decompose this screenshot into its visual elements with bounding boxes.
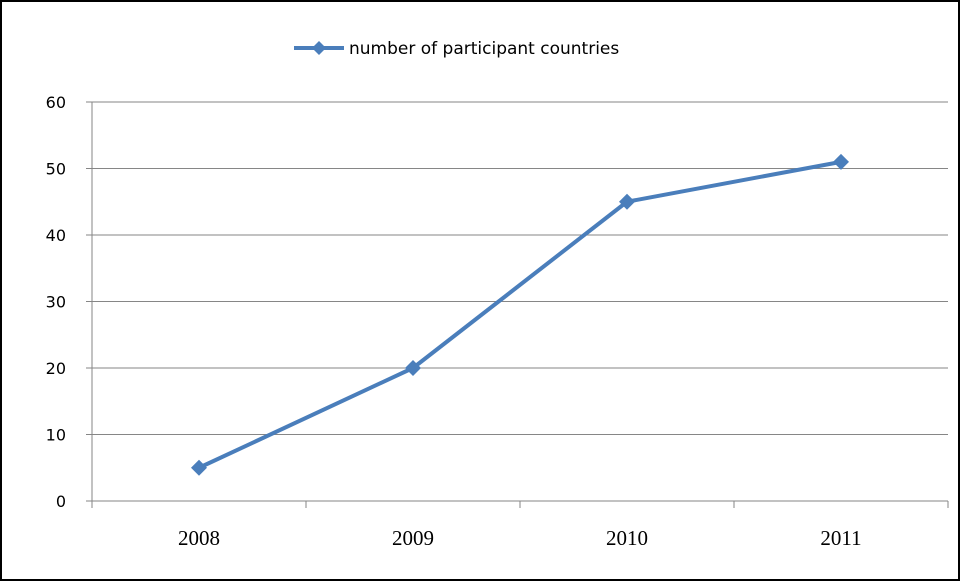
y-tick-label: 50 — [46, 160, 66, 179]
x-axis-tick-labels: 2008 2009 2010 2011 — [178, 526, 862, 550]
axes — [86, 101, 949, 508]
x-tick-label: 2011 — [820, 526, 861, 550]
legend: number of participant countries — [294, 39, 619, 59]
legend-diamond-marker — [312, 41, 326, 55]
data-point-2009 — [405, 360, 421, 376]
x-tick-label: 2010 — [606, 526, 648, 550]
y-axis-tick-labels: 0 10 20 30 40 50 60 — [46, 93, 66, 511]
x-tick-label: 2009 — [392, 526, 434, 550]
y-tick-label: 20 — [46, 359, 66, 378]
y-tick-label: 60 — [46, 93, 66, 112]
series-line — [197, 159, 843, 470]
y-tick-label: 10 — [46, 426, 66, 445]
y-tick-label: 0 — [56, 492, 66, 511]
gridlines — [92, 101, 948, 435]
y-tick-label: 30 — [46, 293, 66, 312]
y-tick-label: 40 — [46, 226, 66, 245]
series-group — [191, 153, 849, 476]
data-point-2010 — [619, 193, 635, 210]
data-point-2008 — [191, 459, 207, 476]
data-point-2011 — [833, 153, 849, 170]
x-tick-label: 2008 — [178, 526, 220, 550]
legend-label: number of participant countries — [349, 39, 619, 59]
